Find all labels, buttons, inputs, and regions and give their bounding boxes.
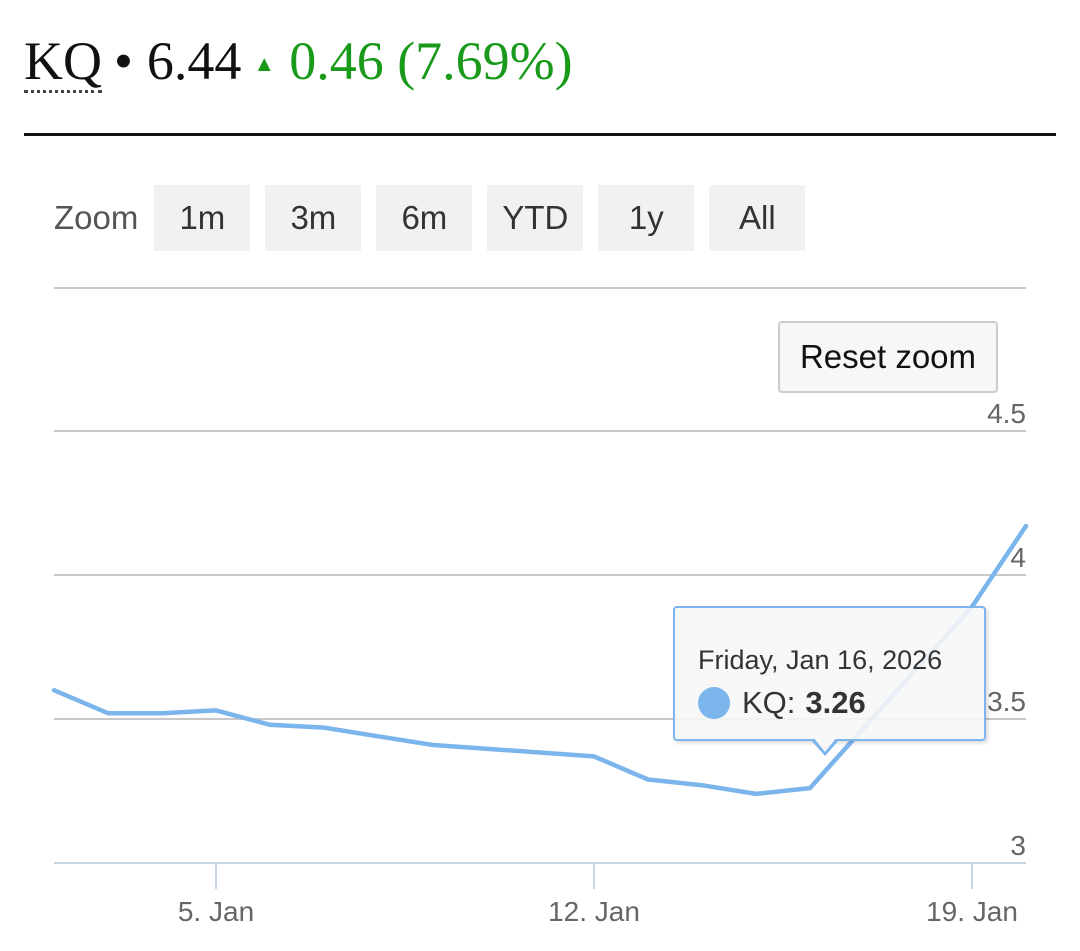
tooltip-date: Friday, Jan 16, 2026 xyxy=(698,645,943,675)
tooltip-colon: : xyxy=(786,685,796,720)
price-change: ▲ 0.46 (7.69%) xyxy=(253,30,572,92)
price-change-value: 0.46 (7.69%) xyxy=(289,31,573,91)
reset-zoom-button[interactable]: Reset zoom xyxy=(778,321,998,393)
up-arrow-icon: ▲ xyxy=(253,51,276,76)
header-divider xyxy=(24,133,1056,136)
x-tick-label: 19. Jan xyxy=(926,896,1018,927)
zoom-6m-button[interactable]: 6m xyxy=(376,185,473,251)
tooltip-caret-fill xyxy=(813,737,837,752)
tooltip-value: 3.26 xyxy=(805,685,866,720)
x-tick-label: 5. Jan xyxy=(178,896,254,927)
zoom-1m-button[interactable]: 1m xyxy=(154,185,251,251)
zoom-label: Zoom xyxy=(54,199,139,236)
zoom-all-button[interactable]: All xyxy=(709,185,806,251)
y-tick-label: 4.5 xyxy=(987,398,1026,429)
series-line-kq[interactable] xyxy=(51,523,1029,797)
tooltip-row: KQ: 3.26 xyxy=(698,685,866,721)
zoom-1y-button[interactable]: 1y xyxy=(598,185,695,251)
tooltip-series-name: KQ xyxy=(742,685,787,720)
zoom-ytd-button[interactable]: YTD xyxy=(487,185,584,251)
series-marker-icon xyxy=(698,687,730,719)
y-tick-label: 3.5 xyxy=(987,686,1026,717)
separator-dot: • xyxy=(114,31,133,91)
x-tick-label: 12. Jan xyxy=(548,896,640,927)
quote-header: KQ • 6.44 ▲ 0.46 (7.69%) xyxy=(24,30,573,110)
y-axis-labels: 3 3.5 4 4.5 xyxy=(987,398,1026,861)
data-tooltip: Friday, Jan 16, 2026 KQ: 3.26 xyxy=(673,606,986,741)
current-price: 6.44 xyxy=(146,31,242,91)
zoom-3m-button[interactable]: 3m xyxy=(265,185,362,251)
x-axis-ticks: 5. Jan 12. Jan 19. Jan xyxy=(178,863,1018,927)
y-tick-label: 4 xyxy=(1010,542,1026,573)
y-tick-label: 3 xyxy=(1010,830,1026,861)
zoom-controls: Zoom 1m 3m 6m YTD 1y All xyxy=(54,185,820,251)
ticker-symbol[interactable]: KQ xyxy=(24,31,102,93)
